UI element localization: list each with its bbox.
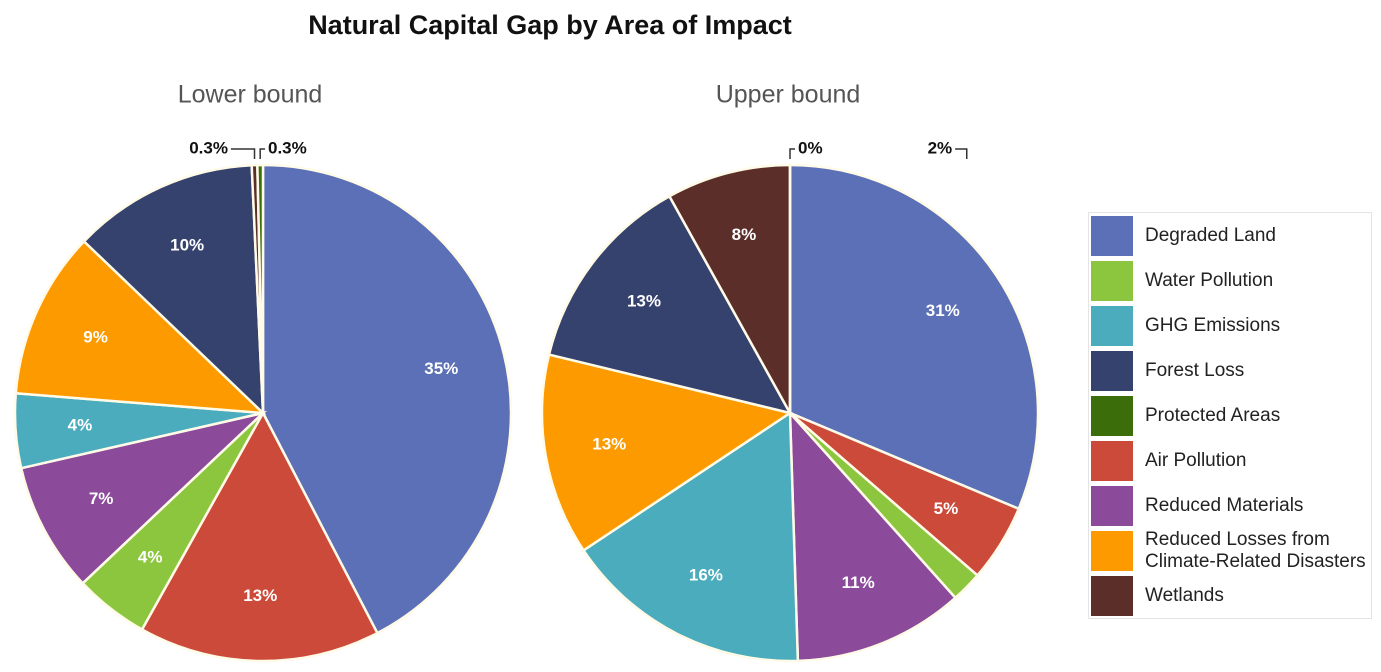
legend-item: Reduced Materials bbox=[1089, 483, 1371, 528]
legend-label: Protected Areas bbox=[1145, 404, 1281, 426]
legend-swatch bbox=[1091, 215, 1133, 256]
value-label: 0% bbox=[798, 138, 823, 157]
value-label: 8% bbox=[732, 225, 757, 244]
value-label: 4% bbox=[68, 416, 93, 435]
legend-item: Wetlands bbox=[1089, 573, 1371, 618]
value-label: 2% bbox=[928, 138, 953, 157]
value-label: 7% bbox=[89, 489, 114, 508]
leader-line bbox=[955, 148, 968, 159]
pie-slice bbox=[788, 163, 1040, 511]
value-label: 10% bbox=[170, 235, 204, 254]
legend-item: Degraded Land bbox=[1089, 213, 1371, 258]
legend-label: Reduced Materials bbox=[1145, 494, 1304, 516]
leader-line bbox=[789, 148, 795, 159]
legend-label: Degraded Land bbox=[1145, 224, 1276, 246]
legend-item: Forest Loss bbox=[1089, 348, 1371, 393]
legend-item: GHG Emissions bbox=[1089, 303, 1371, 348]
legend-item: Water Pollution bbox=[1089, 258, 1371, 303]
value-label: 11% bbox=[842, 573, 875, 592]
title: Natural Capital Gap by Area of Impact bbox=[308, 10, 792, 40]
value-label: 13% bbox=[627, 291, 661, 310]
pie-slice bbox=[82, 163, 265, 417]
value-label: 9% bbox=[83, 327, 108, 346]
legend-item: Air Pollution bbox=[1089, 438, 1371, 483]
value-label: 13% bbox=[592, 434, 626, 453]
pie-slice bbox=[140, 410, 380, 663]
pie-slice bbox=[256, 163, 265, 414]
value-label: 16% bbox=[689, 566, 723, 585]
legend-swatch bbox=[1091, 440, 1133, 481]
legend-swatch bbox=[1091, 530, 1133, 571]
legend: Degraded Land Water Pollution GHG Emission… bbox=[1088, 212, 1372, 619]
pie-slice bbox=[667, 163, 792, 418]
subtitle: Lower bound bbox=[178, 81, 323, 109]
pie-slice bbox=[14, 239, 267, 415]
value-label: 0.3% bbox=[189, 138, 228, 157]
value-label: 31% bbox=[926, 301, 960, 320]
pie-slice bbox=[540, 353, 794, 553]
subtitle: Upper bound bbox=[716, 81, 861, 109]
pie-slice bbox=[581, 410, 800, 663]
value-label: 35% bbox=[424, 359, 458, 378]
legend-swatch bbox=[1091, 305, 1133, 346]
legend-item: Reduced Losses from Climate-Related Disa… bbox=[1089, 528, 1371, 573]
legend-label: Forest Loss bbox=[1145, 359, 1245, 381]
value-label: 13% bbox=[243, 586, 277, 605]
legend-swatch bbox=[1091, 260, 1133, 301]
leader-line bbox=[230, 148, 256, 159]
legend-swatch bbox=[1091, 395, 1133, 436]
legend-label: GHG Emissions bbox=[1145, 314, 1281, 336]
leader-line bbox=[259, 148, 265, 159]
legend-label: Water Pollution bbox=[1145, 269, 1274, 291]
pie-slice bbox=[547, 194, 793, 415]
legend-label: Wetlands bbox=[1145, 584, 1224, 606]
value-label: 5% bbox=[934, 499, 959, 518]
legend-item: Protected Areas bbox=[1089, 393, 1371, 438]
legend-label: Reduced Losses from Climate-Related Disa… bbox=[1145, 528, 1366, 572]
value-label: 0.3% bbox=[268, 138, 307, 157]
value-label: 4% bbox=[138, 547, 163, 566]
legend-label: Air Pollution bbox=[1145, 449, 1247, 471]
legend-swatch bbox=[1091, 575, 1133, 616]
legend-swatch bbox=[1091, 485, 1133, 526]
pie-slice bbox=[261, 163, 513, 635]
pie-slice bbox=[788, 409, 958, 663]
legend-swatch bbox=[1091, 350, 1133, 391]
